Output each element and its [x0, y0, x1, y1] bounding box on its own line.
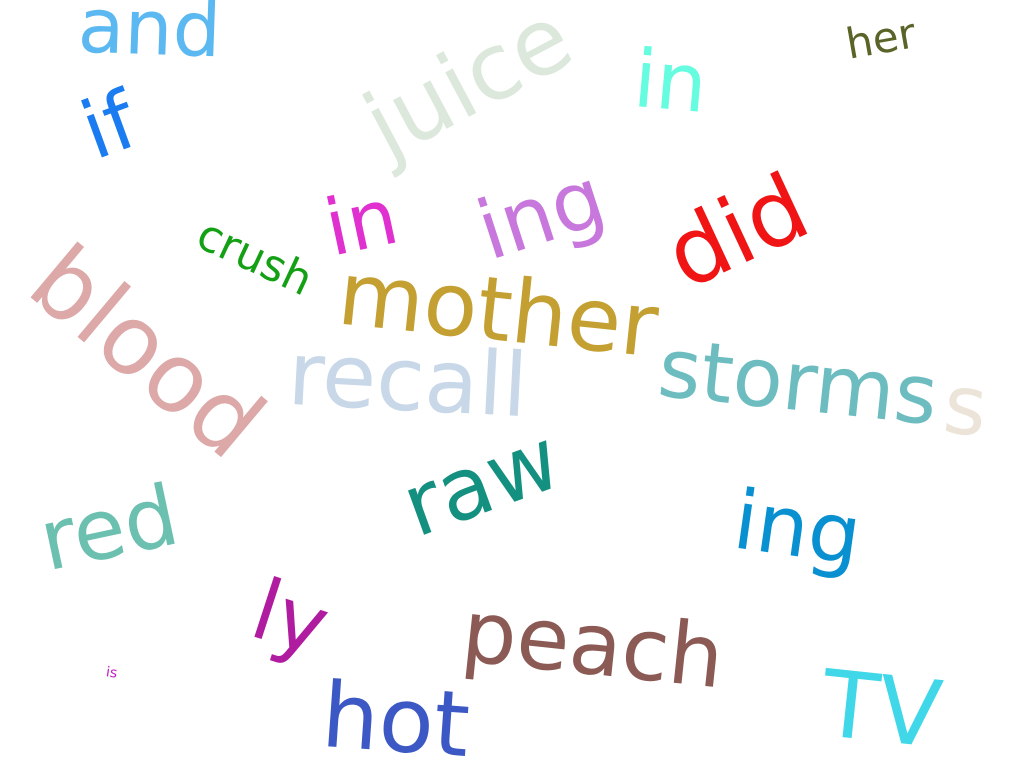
- word-peach: peach: [457, 581, 729, 709]
- word-recall: recall: [285, 321, 531, 438]
- word-hot: hot: [318, 662, 473, 765]
- word-in-1: in: [630, 32, 711, 132]
- word-her: her: [842, 8, 920, 69]
- word-ly: ly: [240, 560, 341, 676]
- word-s: s: [939, 357, 992, 456]
- word-raw: raw: [389, 408, 573, 558]
- word-crush: crush: [189, 208, 321, 307]
- word-ing-2: ing: [728, 472, 867, 585]
- word-storms: storms: [653, 320, 943, 445]
- word-and: and: [76, 0, 223, 75]
- word-is: is: [104, 664, 119, 682]
- word-juice: juice: [347, 0, 589, 180]
- word-if: if: [69, 73, 149, 178]
- word-tv: TV: [816, 650, 947, 765]
- word-red: red: [31, 465, 187, 591]
- word-did: did: [649, 152, 825, 311]
